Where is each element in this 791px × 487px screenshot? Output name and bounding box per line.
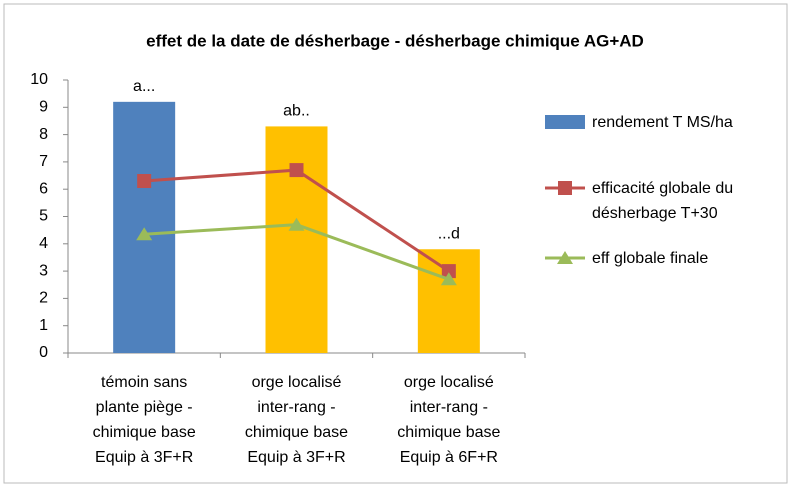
line-marker (557, 251, 573, 264)
bar (265, 126, 328, 353)
x-tick-label: chimique base (245, 424, 348, 441)
line-marker (441, 264, 456, 279)
line-marker (137, 174, 152, 189)
y-tick-label: 8 (39, 126, 48, 143)
y-tick-label: 6 (39, 180, 48, 197)
line-marker (558, 181, 572, 195)
chart-title: effet de la date de désherbage - désherb… (146, 31, 644, 50)
x-tick-label: chimique base (397, 424, 500, 441)
line-marker (136, 227, 153, 241)
x-tick-label: orge localisé (404, 374, 494, 391)
line-marker (288, 217, 305, 231)
legend-label: rendement T MS/ha (592, 113, 733, 131)
y-tick-label: 9 (39, 99, 48, 116)
y-tick-label: 5 (39, 208, 48, 225)
y-tick-label: 0 (39, 344, 48, 361)
line-marker (289, 163, 304, 178)
annotation: ab.. (283, 103, 310, 120)
annotation: a... (133, 78, 155, 95)
annotation: ...d (438, 225, 460, 242)
y-tick-label: 1 (39, 317, 48, 334)
y-tick-label: 7 (39, 153, 48, 170)
legend-label: efficacité globale du désherbage T+30 (592, 179, 734, 222)
legend-label: eff globale finale (592, 249, 709, 267)
x-tick-label: inter-rang - (410, 399, 488, 416)
x-tick-label: Equip à 3F+R (247, 449, 345, 466)
y-tick-label: 3 (39, 262, 48, 279)
legend-swatch (545, 115, 585, 129)
y-tick-label: 2 (39, 290, 48, 307)
x-tick-label: Equip à 6F+R (400, 449, 498, 466)
x-tick-label: chimique base (93, 424, 196, 441)
x-tick-label: témoin sans (101, 374, 187, 391)
x-tick-label: Equip à 3F+R (95, 449, 193, 466)
x-tick-label: orge localisé (252, 374, 342, 391)
line-marker (440, 272, 457, 286)
x-tick-label: plante piège - (96, 399, 193, 416)
y-tick-label: 10 (30, 71, 48, 88)
y-tick-label: 4 (39, 235, 48, 252)
x-tick-label: inter-rang - (257, 399, 335, 416)
